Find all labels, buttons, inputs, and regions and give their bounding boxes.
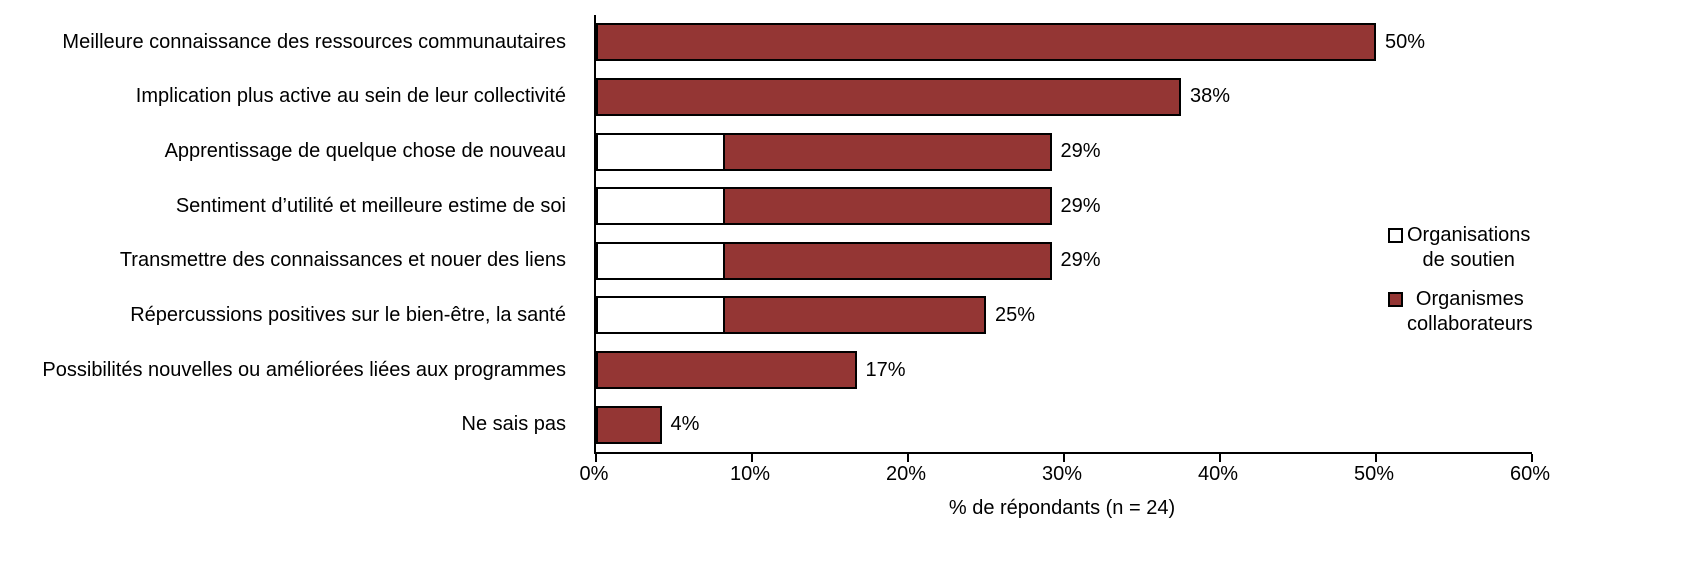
bar-row: 38% bbox=[596, 70, 1532, 125]
legend-swatch bbox=[1388, 292, 1403, 307]
legend-label: Organismes collaborateurs bbox=[1407, 288, 1533, 335]
category-label: Meilleure connaissance des ressources co… bbox=[62, 30, 566, 53]
category-label: Possibilités nouvelles ou améliorées lié… bbox=[42, 358, 566, 381]
bar-segment bbox=[725, 132, 1052, 171]
legend-item: Organisations de soutien bbox=[1388, 223, 1533, 273]
bar-segment bbox=[725, 296, 986, 335]
x-tick-mark bbox=[1218, 454, 1221, 462]
x-tick-label: 0% bbox=[579, 463, 609, 485]
x-tick-mark bbox=[1375, 454, 1377, 462]
bar-value-label: 17% bbox=[865, 358, 906, 381]
bar-row: 29% bbox=[596, 179, 1532, 234]
legend: Organisations de soutien Organismes collabo… bbox=[1388, 223, 1533, 337]
bar-value-label: 29% bbox=[1060, 140, 1101, 163]
bar-row: 25% bbox=[596, 288, 1532, 343]
x-tick-mark bbox=[750, 454, 753, 462]
x-tick-labels: 0% 10% 20% 30% 40% 50% 60% bbox=[580, 463, 1550, 489]
x-tick-label: 30% bbox=[1041, 463, 1083, 485]
legend-swatch bbox=[1388, 228, 1403, 243]
bar-value-label: 38% bbox=[1190, 85, 1231, 108]
x-tick-mark bbox=[595, 454, 597, 462]
x-tick-mark bbox=[1531, 454, 1533, 462]
x-tick-label: 40% bbox=[1197, 463, 1238, 485]
bar-value-label: 25% bbox=[994, 303, 1036, 326]
bar-value-label: 29% bbox=[1060, 249, 1101, 272]
x-tick-label: 60% bbox=[1509, 463, 1551, 485]
x-axis-title: % de répondants (n = 24) bbox=[948, 497, 1176, 519]
bar-segment bbox=[596, 23, 1376, 62]
bar-row: 17% bbox=[596, 343, 1532, 398]
bar-row: 50% bbox=[596, 15, 1532, 70]
bar-segment bbox=[596, 296, 726, 335]
bar-segment bbox=[596, 77, 1181, 116]
x-tick-label: 50% bbox=[1353, 463, 1395, 485]
bar-segment bbox=[596, 241, 726, 280]
bar-row: 4% bbox=[596, 397, 1532, 452]
bar-value-label: 29% bbox=[1060, 194, 1101, 217]
category-label: Répercussions positives sur le bien-être… bbox=[130, 303, 566, 326]
bar-row: 29% bbox=[596, 234, 1532, 289]
bar-segment bbox=[596, 405, 662, 444]
bar-value-label: 4% bbox=[670, 413, 700, 436]
x-tick-label: 10% bbox=[729, 463, 770, 485]
bar-segment bbox=[596, 187, 726, 226]
bar-segment bbox=[596, 351, 857, 390]
x-tick-label: 20% bbox=[885, 463, 926, 485]
category-label: Sentiment d’utilité et meilleure estime … bbox=[175, 194, 566, 217]
x-tick-mark bbox=[906, 454, 909, 462]
category-label: Apprentissage de quelque chose de nouvea… bbox=[164, 140, 566, 163]
bar-value-label: 50% bbox=[1385, 30, 1426, 53]
category-label: Transmettre des connaissances et nouer d… bbox=[119, 249, 566, 272]
bars-container: 50% 38% 29% 29% 29% 25% 17% 4% bbox=[596, 15, 1532, 452]
legend-item: Organismes collaborateurs bbox=[1388, 287, 1533, 337]
category-label: Implication plus active au sein de leur … bbox=[135, 85, 566, 108]
legend-label: Organisations de soutien bbox=[1407, 224, 1531, 271]
bar-segment bbox=[725, 187, 1052, 226]
category-axis: Meilleure connaissance des ressources co… bbox=[0, 15, 580, 452]
x-tick-mark bbox=[1063, 454, 1065, 462]
bar-row: 29% bbox=[596, 124, 1532, 179]
plot-area: 50% 38% 29% 29% 29% 25% 17% 4% bbox=[594, 15, 1533, 462]
bar-segment bbox=[596, 132, 726, 171]
bar-segment bbox=[725, 241, 1052, 280]
category-label: Ne sais pas bbox=[461, 413, 567, 436]
